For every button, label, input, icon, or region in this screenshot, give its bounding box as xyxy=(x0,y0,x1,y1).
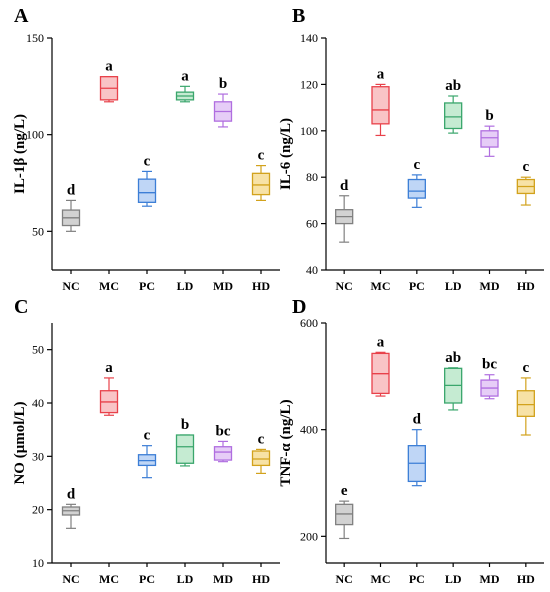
x-tick-label: MC xyxy=(371,572,391,586)
x-tick-label: MD xyxy=(480,279,500,293)
box-pc xyxy=(407,178,426,199)
significance-letter: e xyxy=(341,483,348,499)
x-tick-label: PC xyxy=(409,279,425,293)
y-tick-label: 30 xyxy=(32,449,44,463)
y-axis-label: IL-1β (ng/L) xyxy=(12,114,28,194)
y-tick-label: 80 xyxy=(306,170,318,184)
y-tick-label: 50 xyxy=(32,343,44,357)
box-mc xyxy=(371,86,390,125)
significance-letter: b xyxy=(181,417,189,433)
x-tick-label: MC xyxy=(371,279,391,293)
y-axis-label: TNF-α (ng/L) xyxy=(278,399,294,486)
significance-letter: c xyxy=(522,159,529,175)
y-tick-label: 140 xyxy=(300,31,318,45)
y-tick-label: 100 xyxy=(300,124,318,138)
significance-letter: c xyxy=(413,157,420,173)
y-tick-label: 100 xyxy=(26,128,44,142)
significance-letter: b xyxy=(219,76,227,92)
x-tick-label: LD xyxy=(177,572,194,586)
x-tick-label: MC xyxy=(99,572,119,586)
box-hd xyxy=(251,450,271,467)
x-tick-label: HD xyxy=(252,572,270,586)
panel-letter: D xyxy=(292,296,306,318)
x-tick-label: NC xyxy=(62,572,79,586)
x-tick-label: MD xyxy=(213,279,233,293)
significance-letter: d xyxy=(340,178,349,194)
significance-letter: ab xyxy=(445,78,461,94)
significance-letter: a xyxy=(377,66,385,82)
box-md xyxy=(213,446,233,461)
x-tick-label: LD xyxy=(445,279,462,293)
x-tick-label: HD xyxy=(252,279,270,293)
y-tick-label: 40 xyxy=(32,396,44,410)
x-tick-label: PC xyxy=(139,279,155,293)
y-axis-label: IL-6 (ng/L) xyxy=(278,118,294,190)
significance-letter: bc xyxy=(482,357,497,373)
significance-letter: b xyxy=(485,108,493,124)
significance-letter: c xyxy=(258,431,265,447)
significance-letter: d xyxy=(67,486,76,502)
box-pc xyxy=(137,178,157,203)
box-ld xyxy=(175,434,195,464)
y-tick-label: 10 xyxy=(32,556,44,570)
x-tick-label: NC xyxy=(335,279,352,293)
y-axis-label: NO (μmol/L) xyxy=(12,401,28,484)
box-hd xyxy=(516,390,535,417)
significance-letter: bc xyxy=(216,423,231,439)
y-tick-label: 200 xyxy=(300,529,318,543)
box-ld xyxy=(444,102,463,130)
x-tick-label: LD xyxy=(177,279,194,293)
significance-letter: d xyxy=(67,182,76,198)
y-tick-label: 600 xyxy=(300,316,318,330)
x-tick-label: NC xyxy=(335,572,352,586)
x-tick-label: MD xyxy=(480,572,500,586)
y-tick-label: 120 xyxy=(300,77,318,91)
significance-letter: c xyxy=(144,428,151,444)
x-tick-label: LD xyxy=(445,572,462,586)
x-tick-label: PC xyxy=(409,572,425,586)
x-tick-label: PC xyxy=(139,572,155,586)
significance-letter: ab xyxy=(445,350,461,366)
panel-letter: C xyxy=(14,296,28,318)
significance-letter: a xyxy=(105,59,113,75)
significance-letter: a xyxy=(105,360,113,376)
y-tick-label: 40 xyxy=(306,263,318,277)
y-tick-label: 60 xyxy=(306,217,318,231)
significance-letter: c xyxy=(258,148,265,164)
significance-letter: c xyxy=(522,360,529,376)
panel-letter: A xyxy=(14,5,29,27)
y-tick-label: 20 xyxy=(32,503,44,517)
significance-letter: a xyxy=(181,68,189,84)
box-hd xyxy=(251,172,271,196)
x-tick-label: NC xyxy=(62,279,79,293)
y-tick-label: 400 xyxy=(300,423,318,437)
x-tick-label: HD xyxy=(517,279,535,293)
significance-letter: a xyxy=(377,334,385,350)
significance-letter: c xyxy=(144,153,151,169)
y-tick-label: 150 xyxy=(26,31,44,45)
x-tick-label: HD xyxy=(517,572,535,586)
panel-letter: B xyxy=(292,5,305,27)
y-tick-label: 50 xyxy=(32,224,44,238)
significance-letter: d xyxy=(413,412,422,428)
x-tick-label: MC xyxy=(99,279,119,293)
x-tick-label: MD xyxy=(213,572,233,586)
box-md xyxy=(480,130,499,148)
